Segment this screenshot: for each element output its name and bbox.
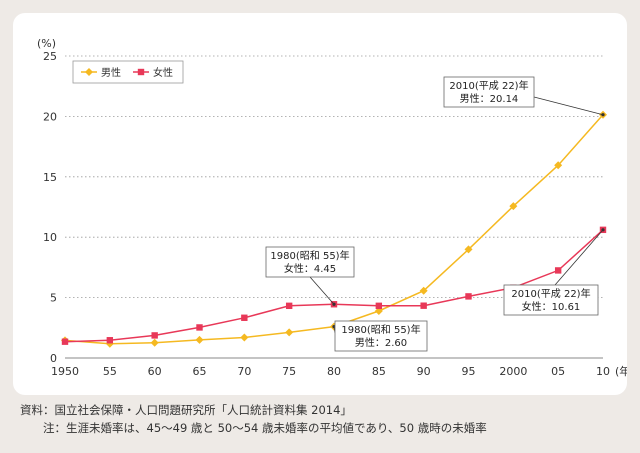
annotation-box [265,246,355,278]
chart-panel: 0 5 10 15 20 25 (%) 1950 55 60 65 70 75 80 85 90 95 2000 0… [13,13,627,395]
annotation-text: 1980(昭和 55)年 [341,323,420,336]
annotation-text: 男性：2.60 [355,336,407,349]
data-point [196,324,203,331]
source-note: 資料：国立社会保障・人口問題研究所「人口統計資料集 2014」 [20,403,352,417]
annotation-leader [533,96,604,116]
data-point [375,302,383,310]
annotation-box [443,76,535,108]
y-tick-label: 5 [50,292,57,305]
legend-box [72,60,184,84]
x-tick-label: 70 [237,365,251,378]
x-tick-label: 95 [462,365,476,378]
legend-marker [85,68,93,76]
annotation-text: 2010(平成 22)年 [511,287,590,300]
data-point [420,302,427,309]
annotation-anchor [601,113,605,117]
data-point [464,245,473,254]
data-point [509,202,518,211]
y-tick-label: 10 [43,231,57,244]
data-point [61,338,69,345]
x-unit-label: (年) [615,364,627,378]
data-point [241,314,248,321]
y-tick-label: 0 [50,352,57,365]
data-point [151,332,158,339]
data-point [465,293,472,300]
data-point [285,302,293,310]
data-point [240,333,249,342]
annotation-text: 女性：4.45 [284,262,336,275]
annotation-text: 女性：10.61 [522,300,581,313]
y-unit-label: (%) [37,37,56,50]
x-tick-label: 90 [417,365,431,378]
x-tick-label: 55 [103,365,117,378]
chart-notes: 資料：国立社会保障・人口問題研究所「人口統計資料集 2014」 注：生涯未婚率は… [20,401,487,437]
x-tick-label: 80 [327,365,341,378]
annotation-anchor [332,302,336,306]
footnote: 注：生涯未婚率は、45～49 歳と 50～54 歳未婚率の平均値であり、50 歳… [43,421,487,435]
x-tick-label: 05 [551,365,565,378]
x-tick-label: 60 [148,365,162,378]
annotation-text: 男性：20.14 [460,92,519,105]
annotation-anchor [601,228,605,232]
x-tick-label: 10 [596,365,610,378]
annotation-leader [309,276,335,305]
x-tick-label: 85 [372,365,386,378]
legend-label: 男性 [101,66,121,79]
y-tick-label: 25 [43,50,57,63]
y-tick-label: 20 [43,110,57,123]
data-point [419,286,428,295]
annotation-text: 1980(昭和 55)年 [270,249,349,262]
x-tick-label: 1950 [51,365,79,378]
annotation-leader [554,229,604,286]
data-point [106,337,114,344]
data-point [554,267,562,274]
x-tick-label: 65 [193,365,207,378]
y-tick-label: 15 [43,171,57,184]
annotation-box [503,284,599,316]
legend-marker [137,68,145,76]
annotation-box [334,320,428,352]
annotation-text: 2010(平成 22)年 [449,79,528,92]
x-tick-label: 2000 [499,365,527,378]
data-point [150,338,159,347]
data-point [554,161,563,170]
x-tick-label: 75 [282,365,296,378]
data-point [195,335,204,344]
legend: 男性 女性 [72,60,184,84]
data-point [285,328,294,337]
legend-label: 女性 [153,66,173,79]
